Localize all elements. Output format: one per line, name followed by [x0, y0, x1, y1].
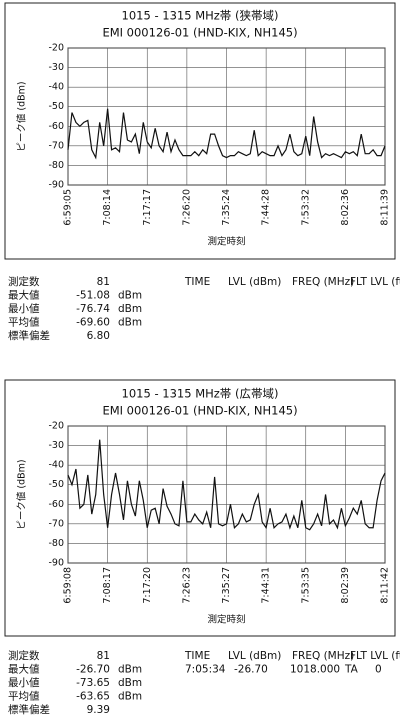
stat-value: -26.70: [76, 664, 110, 676]
stat-value: 6.80: [87, 330, 110, 342]
chart-subtitle: EMI 000126-01 (HND-KIX, NH145): [102, 26, 297, 40]
data-line: [67, 108, 386, 160]
x-tick-label: 7:08:17: [102, 567, 113, 604]
x-tick-label: 7:26:20: [181, 189, 192, 226]
y-tick-label: -70: [48, 140, 64, 151]
stat-label: 最大値: [8, 289, 40, 302]
y-tick-label: -30: [48, 62, 64, 73]
y-tick-label: -50: [48, 101, 64, 112]
record-cell: -26.70: [234, 664, 268, 676]
chart-title: 1015 - 1315 MHz帯 (広帯域): [122, 387, 279, 401]
record-cell: TA: [344, 664, 359, 676]
y-tick-label: -20: [48, 421, 64, 432]
x-tick-label: 8:11:42: [380, 567, 391, 604]
record-cell: 0: [375, 664, 382, 676]
stat-unit: dBm: [118, 677, 142, 689]
column-header: TIME: [184, 650, 210, 662]
record-cell: 1018.000: [290, 664, 340, 676]
stat-unit: dBm: [118, 290, 142, 302]
stat-value: 9.39: [87, 704, 110, 716]
x-tick-label: 7:44:31: [261, 567, 272, 604]
stat-value: -51.08: [76, 290, 110, 302]
x-tick-label: 7:53:35: [300, 567, 311, 604]
x-axis-title: 測定時刻: [207, 236, 245, 248]
x-tick-label: 8:11:39: [380, 189, 391, 226]
stat-label: 測定数: [8, 649, 40, 662]
stat-label: 最小値: [8, 676, 40, 689]
y-tick-label: -90: [48, 180, 64, 191]
stat-label: 最小値: [8, 302, 40, 315]
chart-frame: [4, 2, 396, 260]
x-tick-label: 8:02:39: [340, 567, 351, 604]
x-tick-label: 7:26:23: [181, 567, 192, 604]
column-header: FREQ (MHz): [292, 276, 354, 288]
y-tick-label: -80: [48, 538, 64, 549]
stat-unit: dBm: [118, 691, 142, 703]
x-axis-title: 測定時刻: [207, 614, 245, 626]
x-tick-label: 7:35:24: [221, 189, 232, 226]
stat-value: -69.60: [76, 317, 110, 329]
chart-subtitle: EMI 000126-01 (HND-KIX, NH145): [102, 404, 297, 418]
y-tick-label: -30: [48, 440, 64, 451]
y-tick-label: -40: [48, 82, 64, 93]
y-tick-label: -80: [48, 160, 64, 171]
stat-label: 測定数: [8, 275, 40, 288]
chart-title: 1015 - 1315 MHz帯 (狭帯域): [122, 9, 279, 23]
y-axis-title: ピーク値 (dBm): [16, 81, 28, 151]
y-tick-label: -20: [48, 43, 64, 54]
stat-value: -73.65: [76, 677, 110, 689]
y-tick-label: -70: [48, 518, 64, 529]
y-tick-label: -40: [48, 460, 64, 471]
stat-value: -63.65: [76, 691, 110, 703]
x-tick-label: 8:02:36: [340, 189, 351, 226]
stat-label: 平均値: [8, 316, 40, 329]
x-tick-label: 7:53:32: [300, 189, 311, 226]
column-header: FREQ (MHz): [292, 650, 354, 662]
stat-unit: dBm: [118, 303, 142, 315]
column-header: TIME: [184, 276, 210, 288]
stat-unit: dBm: [118, 317, 142, 329]
x-tick-label: 7:35:27: [221, 567, 232, 604]
column-header: LVL (dBm): [228, 650, 281, 662]
column-header: LVL (dBm): [228, 276, 281, 288]
y-tick-label: -50: [48, 479, 64, 490]
x-tick-label: 7:08:14: [102, 189, 113, 226]
x-tick-label: 6:59:05: [63, 189, 74, 226]
data-line: [67, 439, 386, 531]
y-tick-label: -90: [48, 558, 64, 569]
y-axis-title: ピーク値 (dBm): [16, 459, 28, 529]
x-tick-label: 6:59:08: [63, 567, 74, 604]
stat-label: 標準偏差: [8, 703, 50, 716]
y-tick-label: -60: [48, 121, 64, 132]
stat-value: -76.74: [76, 303, 110, 315]
stat-unit: dBm: [118, 664, 142, 676]
x-tick-label: 7:17:17: [142, 189, 153, 226]
stat-label: 標準偏差: [8, 329, 50, 342]
stat-label: 平均値: [8, 690, 40, 703]
x-tick-label: 7:44:28: [261, 189, 272, 226]
x-tick-label: 7:17:20: [142, 567, 153, 604]
chart-frame: [4, 379, 396, 637]
column-header: FLT LVL (ft): [350, 276, 400, 288]
stat-value: 81: [97, 276, 110, 288]
stat-label: 最大値: [8, 663, 40, 676]
record-cell: 7:05:34: [185, 664, 226, 676]
y-tick-label: -60: [48, 499, 64, 510]
stat-value: 81: [97, 650, 110, 662]
column-header: FLT LVL (ft): [350, 650, 400, 662]
